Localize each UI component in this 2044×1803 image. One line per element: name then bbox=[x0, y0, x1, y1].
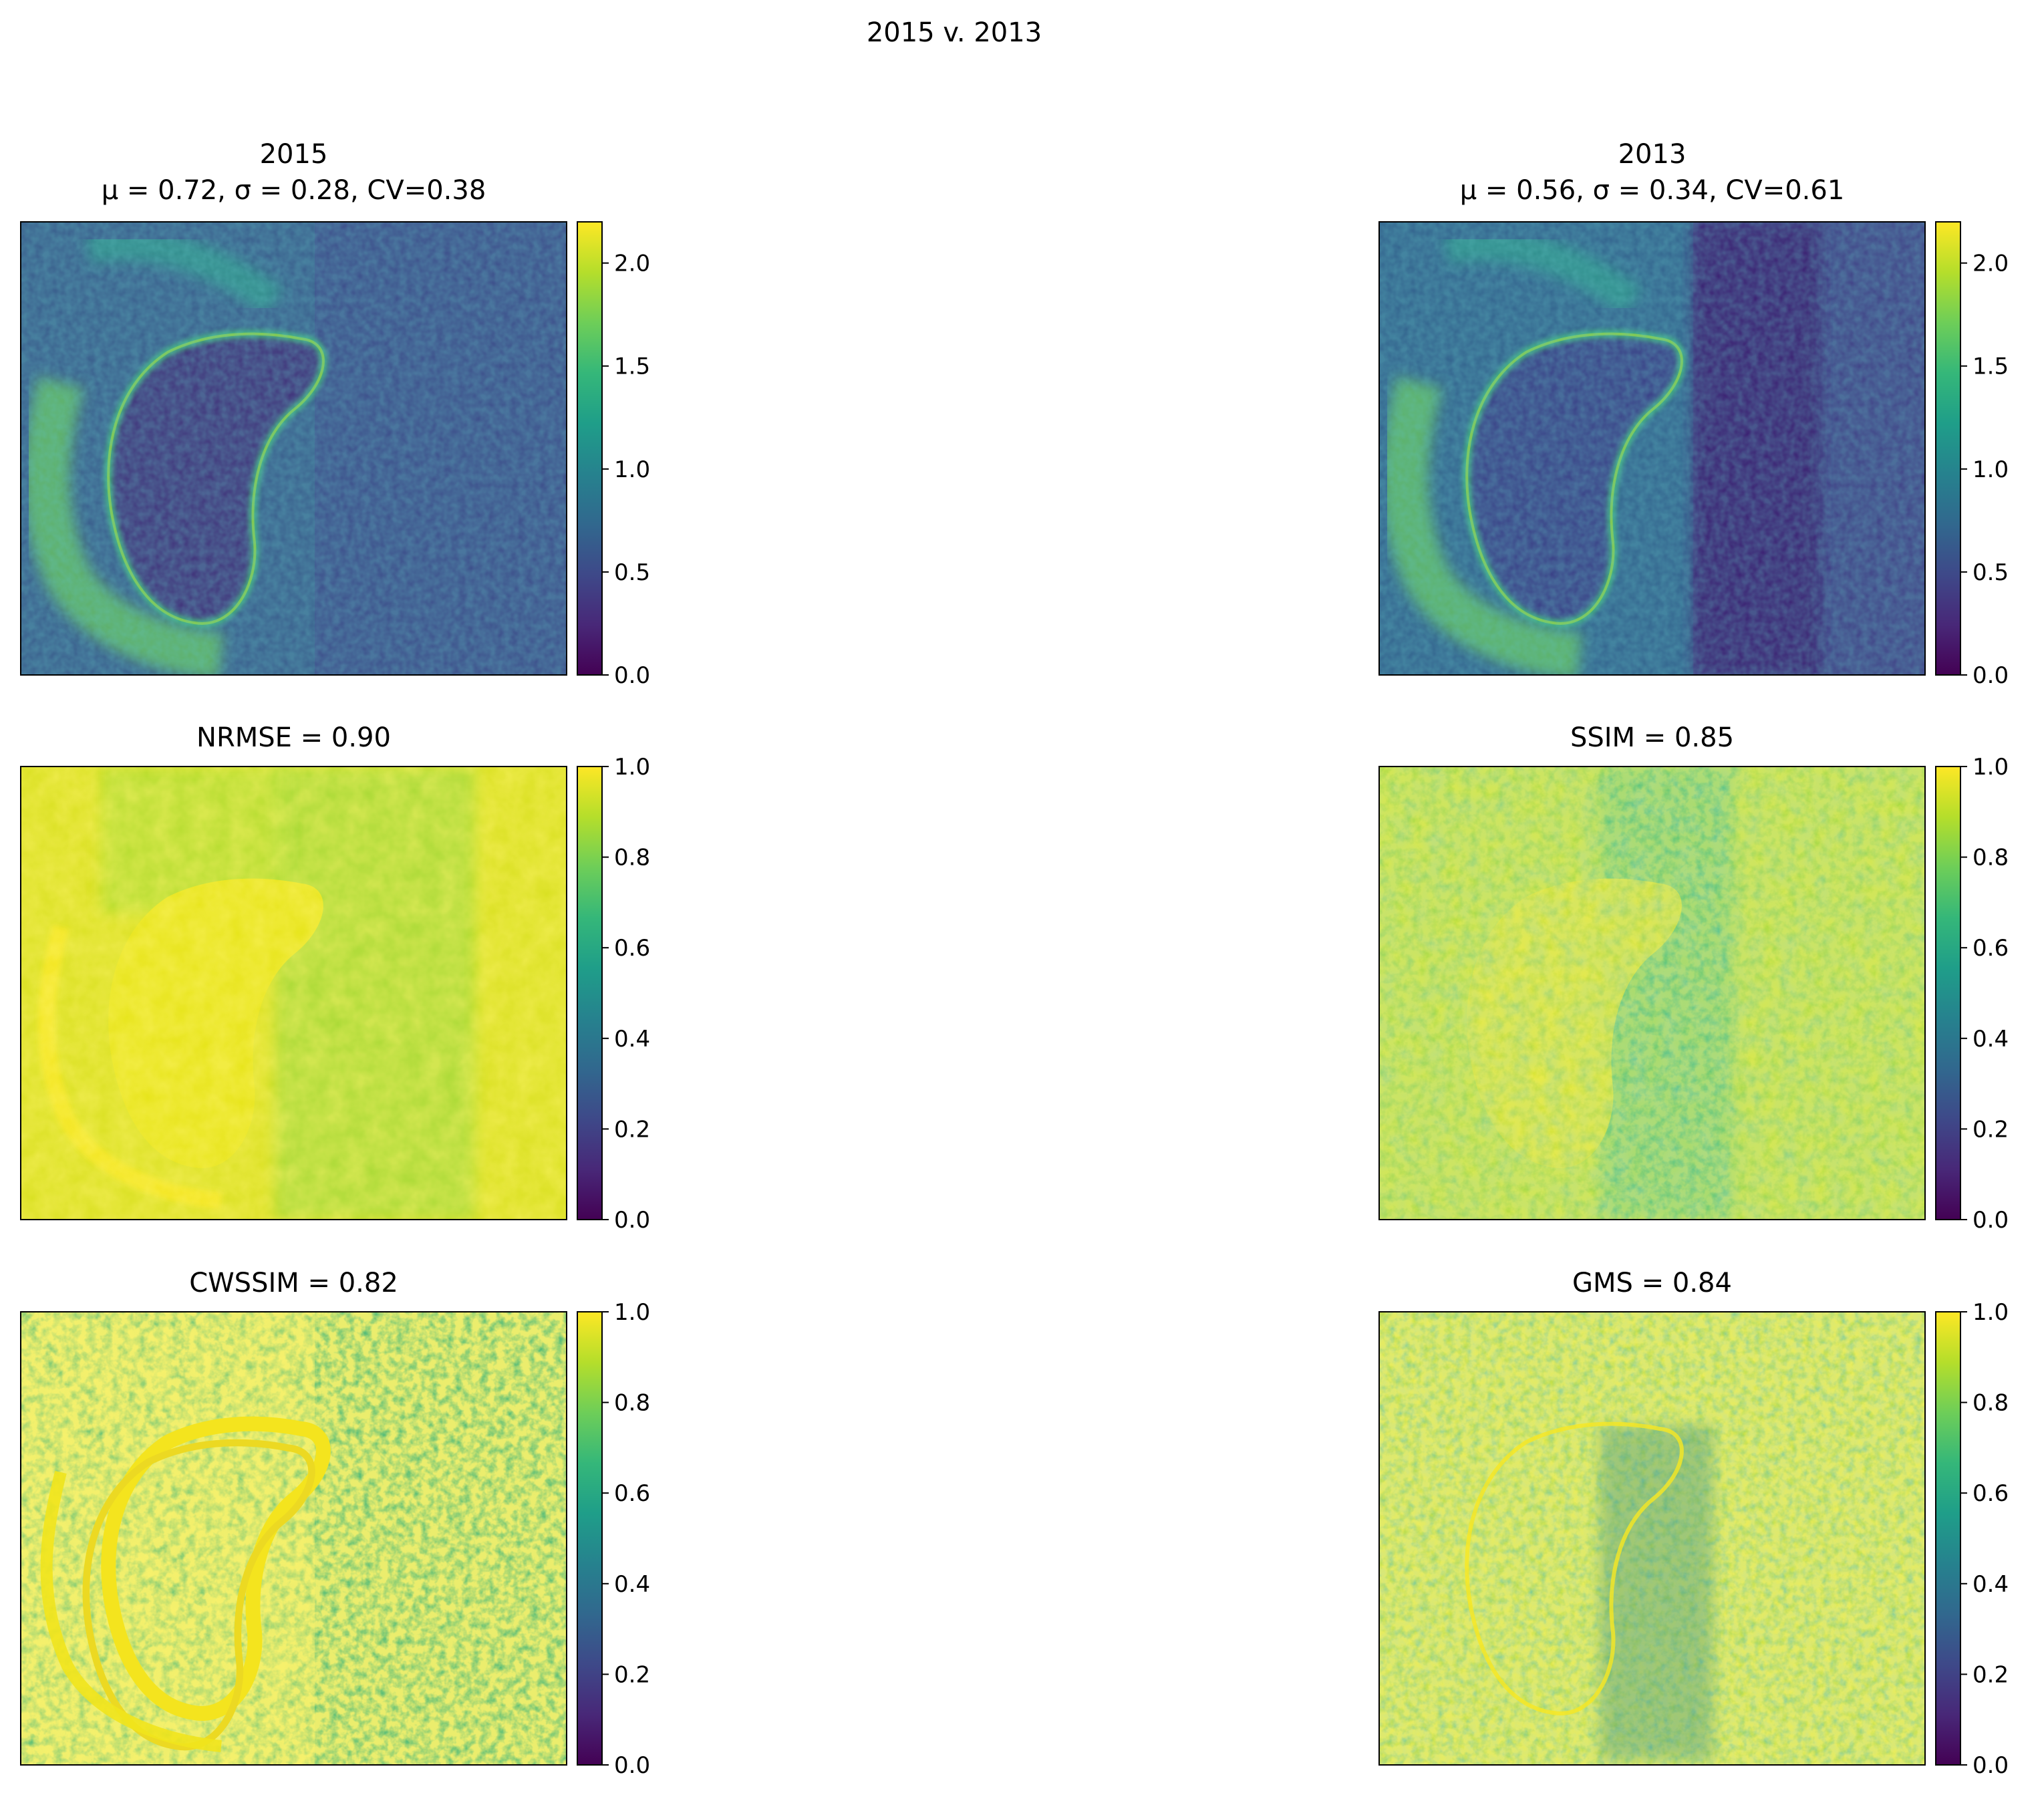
colorbar-tick-label: 1.5 bbox=[614, 354, 650, 380]
heatmap-frame bbox=[1378, 221, 1926, 676]
colorbar-tick-label: 1.0 bbox=[1973, 456, 2009, 483]
colorbar-tick-label: 0.2 bbox=[1973, 1661, 2009, 1688]
heatmap-frame bbox=[1378, 1311, 1926, 1766]
colorbar-tick-label: 1.0 bbox=[1973, 1299, 2009, 1326]
heatmap-img2013 bbox=[1378, 221, 1926, 676]
colorbar-gradient bbox=[1935, 221, 1961, 676]
colorbar-tick-label: 0.5 bbox=[1973, 559, 2009, 586]
panel-nrmse: NRMSE = 0.90 0.0 0.2 0.4 0.6 0.8 1.0 bbox=[20, 722, 650, 1234]
colorbar-tick-label: 0.4 bbox=[1973, 1571, 2009, 1598]
colorbar-tick-label: 0.4 bbox=[614, 1571, 650, 1598]
heatmap-ssim bbox=[1378, 766, 1926, 1220]
colorbar-tick-label: 0.8 bbox=[614, 845, 650, 871]
heatmap-gms bbox=[1378, 1311, 1926, 1766]
panel-title-nrmse: NRMSE = 0.90 bbox=[196, 722, 391, 753]
panel-ssim: SSIM = 0.85 0.0 0.2 0.4 0.6 0.8 1.0 bbox=[1378, 722, 2009, 1234]
colorbar-tick-label: 0.0 bbox=[1973, 662, 2009, 689]
colorbar-tick-label: 0.6 bbox=[614, 1480, 650, 1507]
panel-img2015: 2015 μ = 0.72, σ = 0.28, CV=0.38 0.0 0.5 1.0… bbox=[20, 139, 650, 689]
colorbar-tick-label: 0.0 bbox=[614, 1752, 650, 1779]
colorbar-tick-label: 0.5 bbox=[614, 559, 650, 586]
heatmap-img2015 bbox=[20, 221, 567, 676]
colorbar-tick-label: 0.8 bbox=[1973, 845, 2009, 871]
colorbar-tick-label: 2.0 bbox=[1973, 251, 2009, 277]
colorbar-tick-label: 0.2 bbox=[614, 1116, 650, 1143]
colorbar-tick-label: 2.0 bbox=[614, 251, 650, 277]
colorbar-tick-label: 0.4 bbox=[1973, 1026, 2009, 1053]
panels-layer: 2015 μ = 0.72, σ = 0.28, CV=0.38 0.0 0.5 1.0… bbox=[20, 139, 2009, 1779]
colorbar-img2015: 0.0 0.5 1.0 1.5 2.0 bbox=[577, 221, 650, 689]
colorbar-img2013: 0.0 0.5 1.0 1.5 2.0 bbox=[1935, 221, 2009, 689]
heatmap-nrmse bbox=[20, 766, 567, 1220]
heatmap-frame bbox=[20, 1311, 567, 1766]
colorbar-gradient bbox=[577, 1311, 603, 1766]
heatmap-frame bbox=[1378, 766, 1926, 1220]
colorbar-tick-label: 0.2 bbox=[1973, 1116, 2009, 1143]
colorbar-tick-label: 0.8 bbox=[614, 1390, 650, 1417]
colorbar-tick-label: 1.0 bbox=[614, 1299, 650, 1326]
colorbar-tick-label: 1.0 bbox=[1973, 754, 2009, 781]
colorbar-tick-label: 0.6 bbox=[614, 935, 650, 962]
colorbar-tick-label: 0.8 bbox=[1973, 1390, 2009, 1417]
figure-suptitle: 2015 v. 2013 bbox=[867, 17, 1042, 48]
panel-img2013: 2013 μ = 0.56, σ = 0.34, CV=0.61 0.0 0.5 1.0… bbox=[1378, 139, 2009, 689]
colorbar-tick-label: 0.2 bbox=[614, 1661, 650, 1688]
colorbar-tick-label: 1.5 bbox=[1973, 354, 2009, 380]
colorbar-cwssim: 0.0 0.2 0.4 0.6 0.8 1.0 bbox=[577, 1299, 650, 1779]
panel-title-img2015: 2015 bbox=[260, 139, 328, 170]
colorbar-gms: 0.0 0.2 0.4 0.6 0.8 1.0 bbox=[1935, 1299, 2009, 1779]
colorbar-gradient bbox=[577, 766, 603, 1220]
panel-title-ssim: SSIM = 0.85 bbox=[1570, 722, 1734, 753]
colorbar-gradient bbox=[577, 221, 603, 676]
panel-subtitle-img2013: μ = 0.56, σ = 0.34, CV=0.61 bbox=[1460, 175, 1845, 206]
panel-subtitle-img2015: μ = 0.72, σ = 0.28, CV=0.38 bbox=[102, 175, 486, 206]
heatmap-frame bbox=[20, 221, 567, 676]
colorbar-tick-label: 0.4 bbox=[614, 1026, 650, 1053]
panel-title-gms: GMS = 0.84 bbox=[1572, 1268, 1732, 1298]
colorbar-tick-label: 0.0 bbox=[1973, 1207, 2009, 1234]
colorbar-tick-label: 0.6 bbox=[1973, 935, 2009, 962]
panel-cwssim: CWSSIM = 0.82 0.0 0.2 0.4 0.6 0.8 1.0 bbox=[20, 1268, 650, 1779]
colorbar-tick-label: 0.0 bbox=[1973, 1752, 2009, 1779]
colorbar-tick-label: 0.0 bbox=[614, 662, 650, 689]
colorbar-tick-label: 0.6 bbox=[1973, 1480, 2009, 1507]
heatmap-cwssim bbox=[20, 1311, 567, 1766]
panel-title-img2013: 2013 bbox=[1618, 139, 1687, 170]
colorbar-gradient bbox=[1935, 1311, 1961, 1766]
colorbar-ssim: 0.0 0.2 0.4 0.6 0.8 1.0 bbox=[1935, 754, 2009, 1234]
panel-gms: GMS = 0.84 0.0 0.2 0.4 0.6 0.8 1.0 bbox=[1378, 1268, 2009, 1779]
colorbar-tick-label: 1.0 bbox=[614, 754, 650, 781]
heatmap-frame bbox=[20, 766, 567, 1220]
colorbar-gradient bbox=[1935, 766, 1961, 1220]
colorbar-nrmse: 0.0 0.2 0.4 0.6 0.8 1.0 bbox=[577, 754, 650, 1234]
panel-title-cwssim: CWSSIM = 0.82 bbox=[189, 1268, 398, 1298]
colorbar-tick-label: 1.0 bbox=[614, 456, 650, 483]
colorbar-tick-label: 0.0 bbox=[614, 1207, 650, 1234]
